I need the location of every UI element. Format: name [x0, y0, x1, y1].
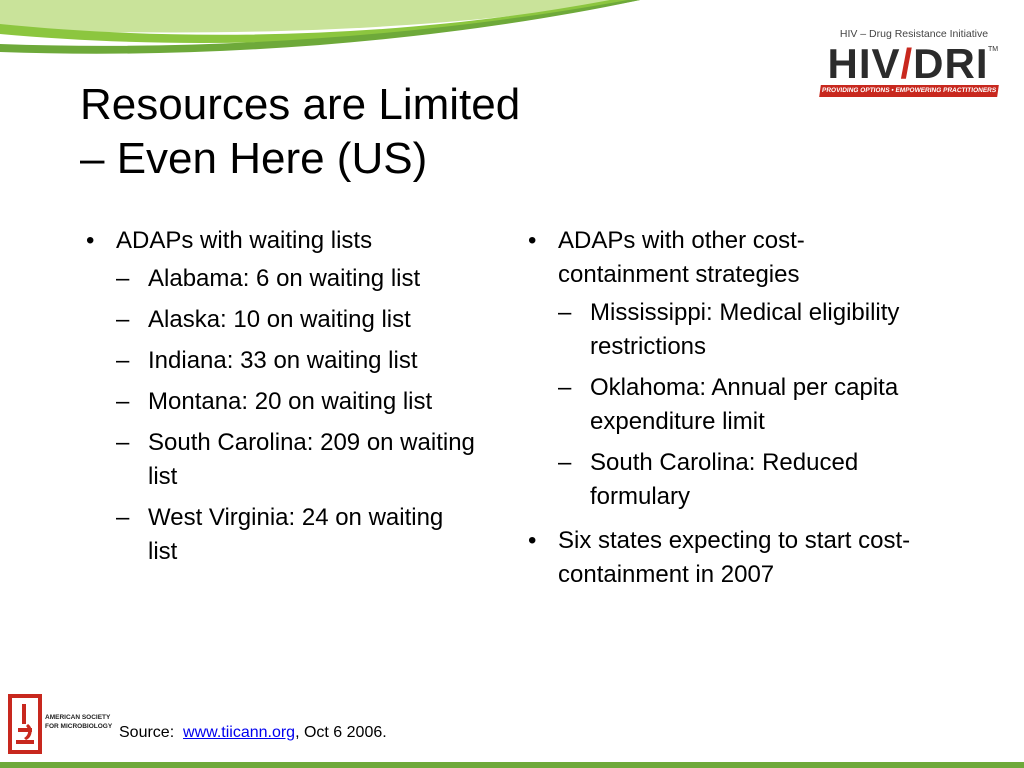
bullet-six-states: • Six states expecting to start cost-con… — [520, 524, 918, 592]
top-swoosh-decoration — [0, 0, 640, 54]
list-item: – Indiana: 33 on waiting list — [78, 344, 498, 378]
logo-tagline: HIV – Drug Resistance Initiative — [839, 28, 989, 40]
hiv-dri-logo: HIV – Drug Resistance Initiative HIV/DRI… — [812, 28, 1002, 102]
dash-marker: – — [558, 299, 572, 326]
dash-marker: – — [116, 388, 130, 415]
left-column: • ADAPs with waiting lists – Alabama: 6 … — [78, 224, 498, 576]
list-item-text: South Carolina: Reduced formulary — [590, 449, 859, 510]
bullet-marker: • — [528, 227, 537, 254]
dash-marker: – — [558, 374, 572, 401]
bullet-text: ADAPs with waiting lists — [116, 227, 373, 254]
list-item: – Montana: 20 on waiting list — [78, 385, 498, 419]
list-item-text: Alaska: 10 on waiting list — [148, 306, 411, 333]
dash-marker: – — [116, 306, 130, 333]
dash-marker: – — [116, 265, 130, 292]
dash-marker: – — [116, 504, 130, 531]
source-suffix: , Oct 6 2006. — [295, 724, 387, 741]
dash-marker: – — [558, 449, 572, 476]
list-item: – West Virginia: 24 on waiting list — [78, 501, 478, 569]
logo-wordmark-left: HIV — [827, 40, 901, 87]
list-item-text: Alabama: 6 on waiting list — [148, 265, 421, 292]
bottom-accent-bar — [0, 762, 1024, 768]
bullet-cost-containment: • ADAPs with other cost-containment stra… — [520, 224, 858, 292]
bullet-text: Six states expecting to start cost-conta… — [558, 527, 911, 588]
slide-title-line-2: – Even Here (US) — [80, 134, 428, 183]
asm-logo: AMERICAN SOCIETY FOR MICROBIOLOGY — [8, 694, 118, 754]
red-ribbon-icon: / — [900, 40, 914, 87]
list-item: – South Carolina: 209 on waiting list — [78, 426, 478, 494]
logo-trademark: TM — [988, 46, 999, 53]
source-link[interactable]: www.tiicann.org — [183, 724, 296, 741]
list-item-text: West Virginia: 24 on waiting list — [148, 504, 444, 565]
list-item: – Oklahoma: Annual per capita expenditur… — [520, 371, 900, 439]
list-item: – South Carolina: Reduced formulary — [520, 446, 900, 514]
list-item-text: South Carolina: 209 on waiting list — [148, 429, 475, 490]
dash-marker: – — [116, 429, 130, 456]
list-item: – Alabama: 6 on waiting list — [78, 262, 498, 296]
asm-logo-text: AMERICAN SOCIETY FOR MICROBIOLOGY — [45, 714, 113, 730]
list-item-text: Montana: 20 on waiting list — [148, 388, 433, 415]
bullet-text: ADAPs with other cost-containment strate… — [558, 227, 805, 288]
source-prefix: Source: — [119, 724, 184, 741]
list-item-text: Indiana: 33 on waiting list — [148, 347, 418, 374]
list-item: – Alaska: 10 on waiting list — [78, 303, 498, 337]
bullet-marker: • — [86, 227, 95, 254]
slide-title: Resources are Limited – Even Here (US) — [80, 78, 720, 186]
bullet-marker: • — [528, 527, 537, 554]
logo-wordmark-right: DRI — [913, 40, 989, 87]
list-item: – Mississippi: Medical eligibility restr… — [520, 296, 900, 364]
bullet-waiting-lists: • ADAPs with waiting lists — [78, 224, 498, 258]
source-citation: Source: www.tiicann.org, Oct 6 2006. — [119, 724, 387, 742]
list-item-text: Oklahoma: Annual per capita expenditure … — [590, 374, 899, 435]
logo-wordmark: HIV/DRI — [820, 42, 996, 86]
list-item-text: Mississippi: Medical eligibility restric… — [590, 299, 900, 360]
logo-ribbon: PROVIDING OPTIONS • EMPOWERING PRACTITIO… — [819, 85, 999, 97]
right-column: • ADAPs with other cost-containment stra… — [520, 224, 940, 596]
dash-marker: – — [116, 347, 130, 374]
slide-title-line-1: Resources are Limited — [80, 80, 521, 129]
microscope-icon — [8, 694, 42, 754]
